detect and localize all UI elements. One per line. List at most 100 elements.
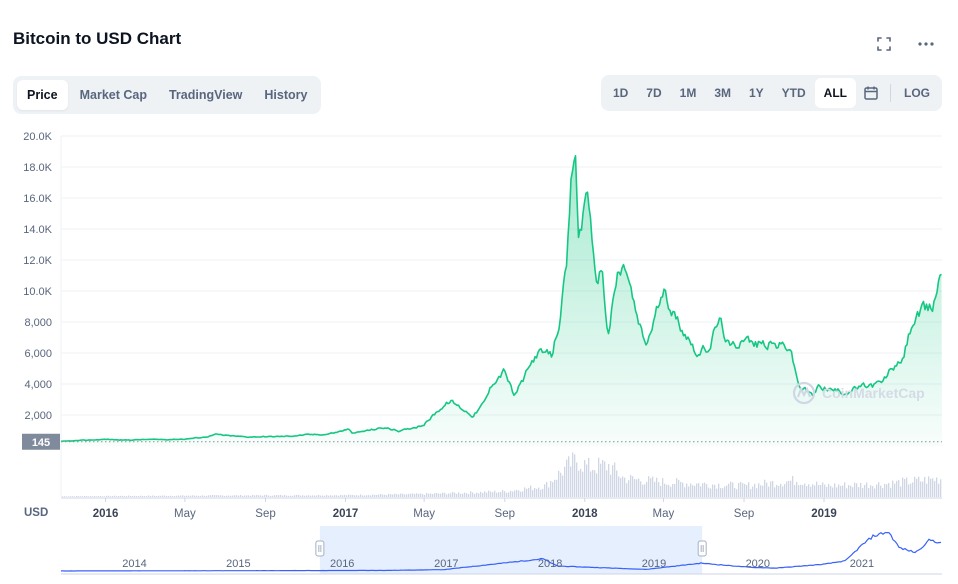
range-3m[interactable]: 3M	[714, 86, 731, 100]
navigator-handle-left[interactable]	[315, 540, 325, 557]
volume-bar	[386, 495, 388, 497]
volume-bar	[820, 484, 822, 497]
volume-bar	[610, 474, 612, 497]
volume-bar	[580, 468, 582, 497]
navigator-selection[interactable]	[319, 526, 703, 574]
volume-bar	[294, 495, 296, 497]
volume-bar	[92, 496, 94, 497]
range-all[interactable]: ALL	[814, 78, 856, 108]
volume-bar	[532, 490, 534, 497]
tab-history[interactable]: History	[264, 88, 308, 102]
volume-bar	[450, 493, 452, 497]
volume-bar	[158, 495, 160, 497]
volume-bar	[98, 496, 100, 497]
volume-bar	[410, 493, 412, 497]
volume-bar	[894, 483, 896, 497]
volume-bar	[614, 462, 616, 497]
volume-bar	[206, 495, 208, 497]
volume-bar	[814, 485, 816, 497]
volume-bar	[374, 494, 376, 497]
volume-bar	[388, 493, 390, 497]
volume-bar	[320, 495, 322, 497]
volume-bar	[478, 493, 480, 497]
volume-bar	[88, 496, 90, 497]
volume-bar	[520, 491, 522, 497]
navigator-handle-right[interactable]	[697, 540, 707, 557]
volume-bar	[546, 481, 548, 497]
volume-bar	[578, 470, 580, 497]
volume-bar	[900, 486, 902, 497]
tab-price[interactable]: Price	[17, 80, 68, 110]
volume-bar	[802, 485, 804, 497]
volume-bar	[748, 482, 750, 497]
volume-bar	[242, 495, 244, 497]
volume-bar	[436, 493, 438, 497]
volume-bar	[524, 487, 526, 497]
volume-bar	[548, 487, 550, 497]
volume-bar	[742, 483, 744, 497]
volume-bar	[846, 488, 848, 497]
volume-bar	[142, 495, 144, 497]
range-1y[interactable]: 1Y	[748, 86, 764, 100]
volume-bar	[694, 485, 696, 497]
volume-bar	[686, 483, 688, 497]
volume-bar	[122, 495, 124, 497]
range-7d[interactable]: 7D	[646, 86, 662, 100]
volume-bar	[752, 486, 754, 497]
volume-bar	[594, 470, 596, 497]
volume-bar	[646, 481, 648, 497]
volume-bar	[794, 485, 796, 497]
volume-bar	[264, 495, 266, 497]
volume-bar	[620, 477, 622, 497]
range-1d[interactable]: 1D	[612, 86, 629, 100]
volume-bar	[156, 496, 158, 497]
volume-bar	[394, 493, 396, 497]
volume-bar	[174, 496, 176, 497]
volume-bar	[240, 494, 242, 497]
x-tick-label: 2019	[811, 508, 837, 520]
volume-bar	[202, 495, 204, 497]
volume-bar	[228, 495, 230, 497]
volume-bar	[504, 491, 506, 497]
tab-tradingview[interactable]: TradingView	[168, 88, 243, 102]
volume-bar	[100, 496, 102, 497]
fullscreen-icon[interactable]	[874, 34, 894, 54]
volume-bar	[278, 495, 280, 497]
range-1m[interactable]: 1M	[679, 86, 697, 100]
volume-bar	[898, 480, 900, 497]
more-icon[interactable]	[916, 34, 936, 54]
volume-bar	[932, 478, 934, 497]
volume-bar	[480, 491, 482, 497]
volume-bar	[732, 482, 734, 497]
volume-bar	[656, 477, 658, 497]
volume-bar	[494, 490, 496, 497]
volume-bar	[784, 484, 786, 497]
volume-bar	[590, 471, 592, 497]
volume-bar	[252, 494, 254, 497]
log-scale-toggle[interactable]: LOG	[904, 86, 930, 100]
y-tick-label: 16.0K	[23, 193, 52, 205]
tab-market-cap[interactable]: Market Cap	[79, 88, 147, 102]
baseline-badge	[22, 433, 60, 450]
volume-bar	[70, 496, 72, 497]
volume-bar	[906, 477, 908, 497]
volume-bar	[510, 490, 512, 497]
calendar-icon[interactable]	[856, 78, 886, 108]
volume-bar	[756, 488, 758, 497]
volume-bar	[134, 495, 136, 497]
volume-bar	[400, 493, 402, 497]
volume-bar	[806, 486, 808, 497]
volume-bar	[126, 496, 128, 497]
volume-bar	[160, 495, 162, 497]
range-ytd[interactable]: YTD	[781, 86, 806, 100]
volume-bar	[758, 483, 760, 497]
volume-bar	[716, 488, 718, 497]
volume-bar	[616, 470, 618, 497]
chart-type-tabs: Price Market Cap TradingView History	[13, 76, 322, 114]
volume-bar	[564, 466, 566, 497]
x-tick-label: May	[413, 508, 435, 520]
range-divider	[890, 84, 891, 102]
volume-bar	[316, 495, 318, 497]
volume-bar	[330, 495, 332, 497]
volume-bar	[172, 496, 174, 497]
